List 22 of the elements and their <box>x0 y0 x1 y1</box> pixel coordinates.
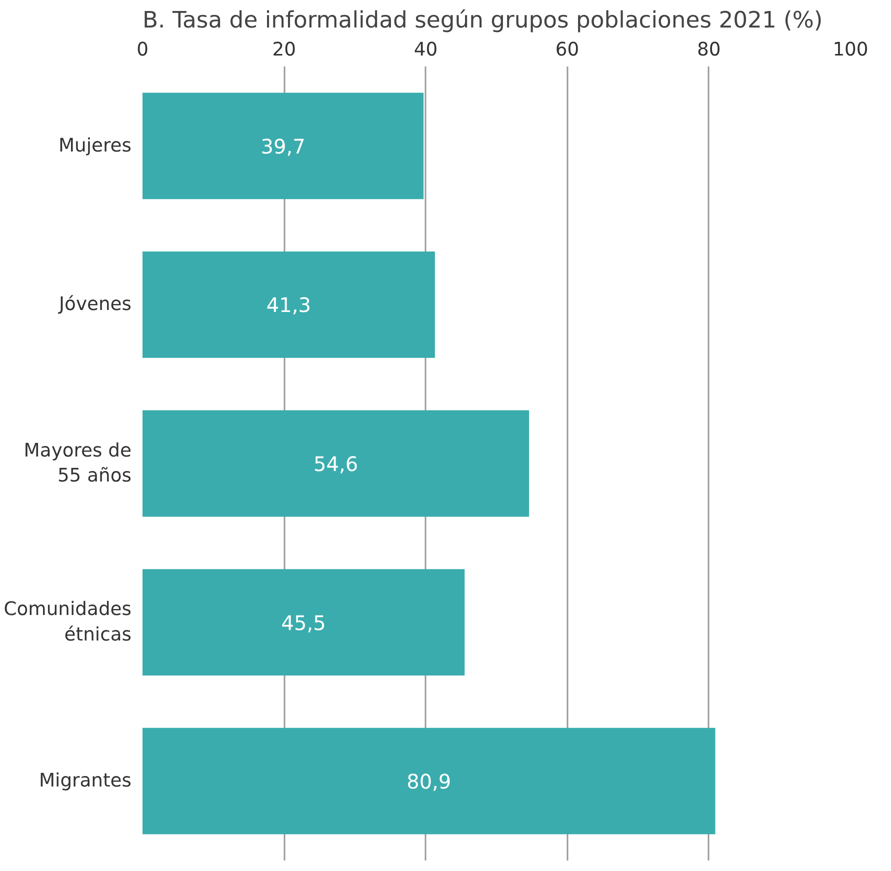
bar <box>142 728 716 834</box>
bar <box>142 252 435 358</box>
x-tick-label: 60 <box>555 40 580 60</box>
bar <box>142 569 465 676</box>
y-tick-label: Mujeres <box>58 135 132 156</box>
x-tick-label: 80 <box>697 40 721 60</box>
y-tick-label: Comunidades étnicas <box>4 599 132 646</box>
bar <box>142 410 530 517</box>
bar <box>142 92 424 200</box>
y-tick-label: Migrantes <box>38 770 132 792</box>
data-label: 39,7 <box>260 134 306 158</box>
x-tick-label: 20 <box>272 40 296 60</box>
chart-title: B. Tasa de informalidad según grupos poblaciones 2021 (%) <box>142 8 823 34</box>
data-label: 45,5 <box>281 610 326 635</box>
x-tick-label: 100 <box>832 40 868 60</box>
data-label: 41,3 <box>266 293 311 318</box>
x-tick-label: 0 <box>136 40 148 60</box>
y-tick-label: Jóvenes <box>58 294 132 316</box>
data-label: 54,6 <box>314 452 358 476</box>
y-tick-label: Mayores de 55 años <box>24 440 132 487</box>
x-tick-label: 40 <box>414 40 438 60</box>
data-label: 80,9 <box>406 770 452 794</box>
